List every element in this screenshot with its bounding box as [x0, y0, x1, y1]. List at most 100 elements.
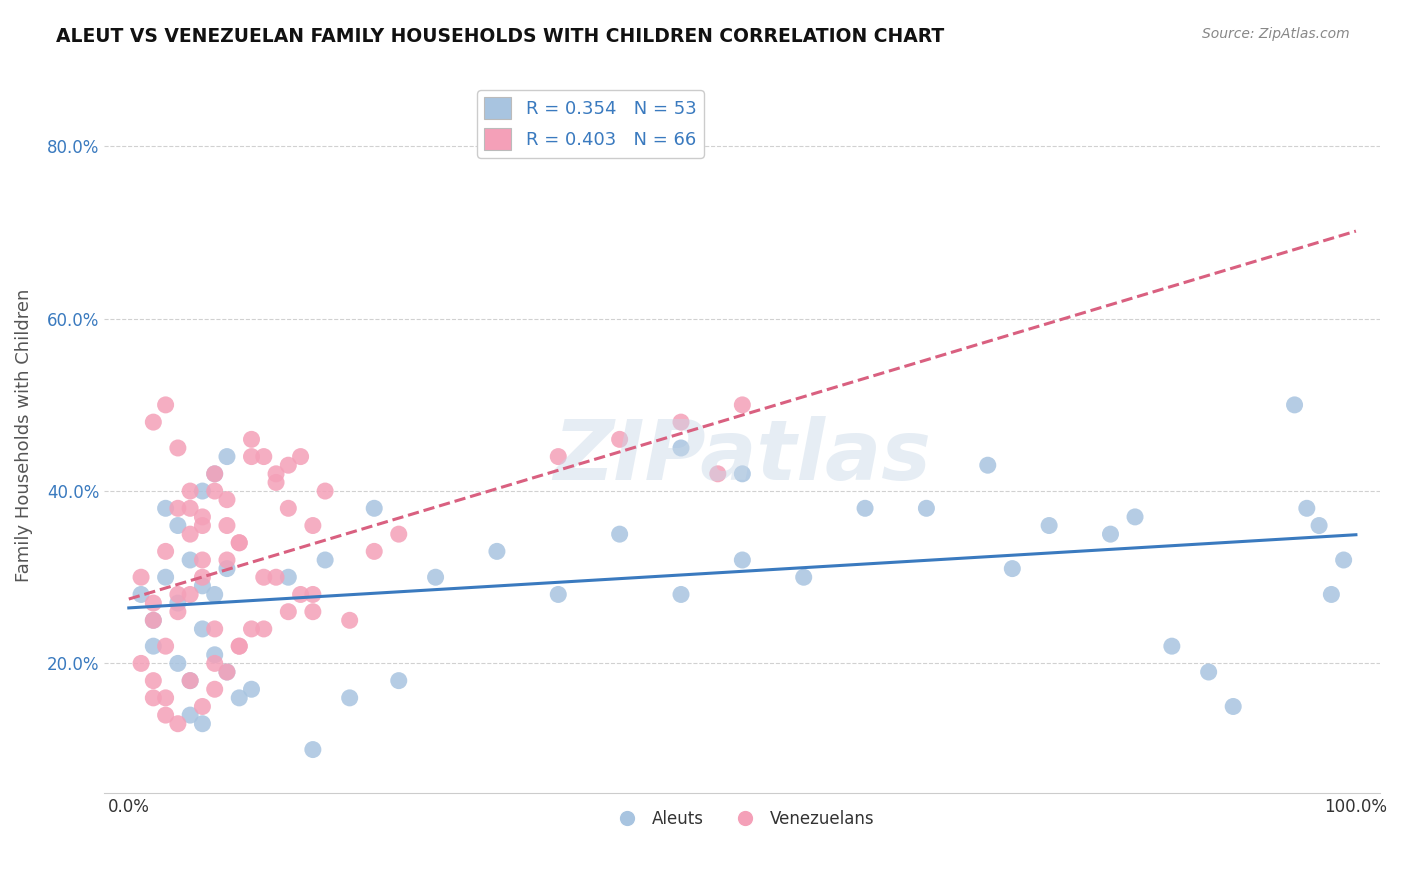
Point [167, 716, 190, 731]
Point [277, 570, 299, 584]
Point [228, 535, 250, 549]
Point [215, 450, 238, 464]
Point [179, 587, 201, 601]
Point [609, 433, 631, 447]
Point [277, 605, 299, 619]
Point [155, 398, 177, 412]
Point [179, 527, 201, 541]
Point [264, 467, 287, 481]
Point [314, 553, 336, 567]
Point [215, 665, 238, 679]
Point [155, 708, 177, 723]
Point [167, 518, 190, 533]
Point [731, 553, 754, 567]
Point [363, 501, 385, 516]
Point [302, 605, 325, 619]
Point [793, 570, 815, 584]
Point [1123, 509, 1146, 524]
Point [669, 587, 692, 601]
Point [228, 690, 250, 705]
Point [228, 639, 250, 653]
Point [191, 622, 214, 636]
Point [277, 501, 299, 516]
Point [1160, 639, 1182, 653]
Point [977, 458, 1000, 473]
Point [129, 570, 152, 584]
Point [1099, 527, 1122, 541]
Point [707, 467, 730, 481]
Point [240, 682, 263, 697]
Point [290, 450, 312, 464]
Point [264, 475, 287, 490]
Point [191, 509, 214, 524]
Point [191, 484, 214, 499]
Legend: Aleuts, Venezuelans: Aleuts, Venezuelans [603, 803, 882, 834]
Text: Source: ZipAtlas.com: Source: ZipAtlas.com [1202, 27, 1350, 41]
Point [669, 441, 692, 455]
Point [167, 441, 190, 455]
Point [314, 484, 336, 499]
Point [1038, 518, 1060, 533]
Point [1308, 518, 1330, 533]
Point [142, 639, 165, 653]
Point [1320, 587, 1343, 601]
Point [253, 570, 276, 584]
Point [204, 467, 226, 481]
Point [142, 613, 165, 627]
Point [228, 535, 250, 549]
Point [191, 553, 214, 567]
Point [204, 622, 226, 636]
Point [204, 682, 226, 697]
Point [853, 501, 876, 516]
Point [1198, 665, 1220, 679]
Point [204, 467, 226, 481]
Point [191, 518, 214, 533]
Point [142, 673, 165, 688]
Point [388, 527, 411, 541]
Text: ALEUT VS VENEZUELAN FAMILY HOUSEHOLDS WITH CHILDREN CORRELATION CHART: ALEUT VS VENEZUELAN FAMILY HOUSEHOLDS WI… [56, 27, 945, 45]
Point [363, 544, 385, 558]
Point [547, 450, 569, 464]
Point [191, 716, 214, 731]
Point [204, 657, 226, 671]
Point [167, 605, 190, 619]
Point [485, 544, 508, 558]
Point [302, 587, 325, 601]
Point [179, 708, 201, 723]
Point [669, 415, 692, 429]
Point [1295, 501, 1317, 516]
Point [167, 501, 190, 516]
Point [155, 501, 177, 516]
Point [1333, 553, 1355, 567]
Point [191, 570, 214, 584]
Point [228, 639, 250, 653]
Point [547, 587, 569, 601]
Point [191, 699, 214, 714]
Point [155, 570, 177, 584]
Point [215, 561, 238, 575]
Point [179, 484, 201, 499]
Point [215, 492, 238, 507]
Point [339, 690, 361, 705]
Point [731, 467, 754, 481]
Point [179, 553, 201, 567]
Point [142, 415, 165, 429]
Point [240, 622, 263, 636]
Point [215, 518, 238, 533]
Point [167, 596, 190, 610]
Point [915, 501, 938, 516]
Point [204, 648, 226, 662]
Point [167, 587, 190, 601]
Point [179, 673, 201, 688]
Point [339, 613, 361, 627]
Point [142, 613, 165, 627]
Point [609, 527, 631, 541]
Point [167, 657, 190, 671]
Point [277, 458, 299, 473]
Point [142, 690, 165, 705]
Point [240, 433, 263, 447]
Point [215, 665, 238, 679]
Point [179, 673, 201, 688]
Point [264, 570, 287, 584]
Point [142, 596, 165, 610]
